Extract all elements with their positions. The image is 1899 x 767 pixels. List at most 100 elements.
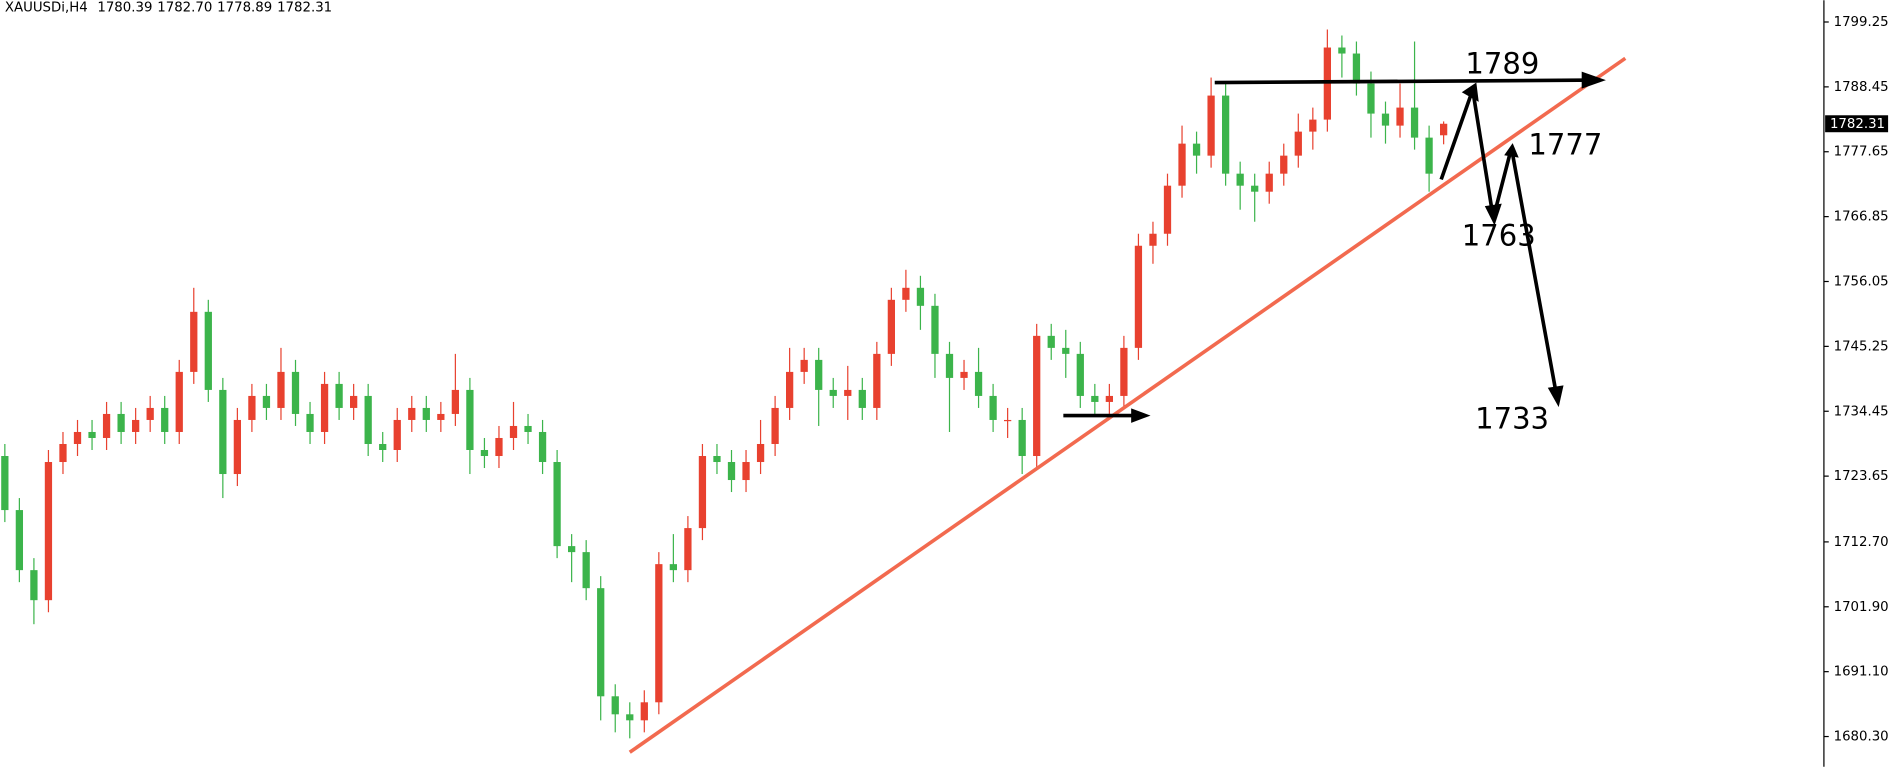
y-tick-label: 1788.45 xyxy=(1834,80,1889,95)
candle-body xyxy=(611,696,619,715)
candle-body xyxy=(1309,119,1317,132)
candle-body xyxy=(1367,83,1375,114)
header-low: 1778.89 xyxy=(217,0,272,15)
arrow-head xyxy=(1581,71,1606,89)
price-badge-label: 1782.31 xyxy=(1830,117,1885,132)
candle-body xyxy=(858,389,866,408)
candle-body xyxy=(73,431,82,444)
candle-body xyxy=(233,419,242,475)
candle-body xyxy=(960,371,968,378)
candle-body xyxy=(277,371,285,408)
candle-body xyxy=(1280,155,1288,174)
y-tick-label: 1756.05 xyxy=(1834,274,1889,289)
candle-body xyxy=(1033,335,1041,457)
resistance-line xyxy=(1214,78,1597,85)
candle-body xyxy=(161,407,169,432)
candle-body xyxy=(727,462,736,481)
candle-body xyxy=(640,702,648,721)
trend-line xyxy=(628,56,1627,754)
candle-body xyxy=(902,287,910,300)
candle-body xyxy=(1091,395,1099,402)
candle-body xyxy=(350,395,358,408)
candle-body xyxy=(1265,173,1273,192)
candle-body xyxy=(306,413,314,432)
candle-body xyxy=(393,419,401,450)
candle-body xyxy=(742,462,750,481)
arrow-head xyxy=(1547,385,1564,408)
price-badge xyxy=(1825,115,1889,133)
y-tick-label: 1723.65 xyxy=(1834,469,1889,484)
header: XAUUSDi,H4 1780.39 1782.70 1778.89 1782.31 xyxy=(5,0,332,15)
annotation: 1733 xyxy=(1475,401,1549,435)
candle-body xyxy=(15,510,24,571)
candle-body xyxy=(916,287,925,306)
y-tick-label: 1799.25 xyxy=(1834,15,1889,30)
candle-body xyxy=(887,299,896,354)
arrow-head xyxy=(1504,143,1519,158)
candle-body xyxy=(88,431,96,438)
candle-body xyxy=(1062,347,1070,354)
candle-body xyxy=(713,456,721,463)
candle-body xyxy=(597,588,605,697)
candle-body xyxy=(59,443,67,463)
candle-body xyxy=(1178,143,1186,186)
candle-body xyxy=(1410,107,1419,138)
candle-body xyxy=(248,395,256,420)
candle-body xyxy=(844,389,852,396)
candle-body xyxy=(320,383,329,432)
candle-body xyxy=(509,425,518,438)
candle-body xyxy=(553,462,561,547)
candle-body xyxy=(466,389,474,450)
candle-body xyxy=(684,528,692,571)
annotation: 1777 xyxy=(1528,128,1602,162)
symbol: XAUUSDi,H4 xyxy=(5,0,88,15)
candle-body xyxy=(1018,419,1026,457)
candle-body xyxy=(364,395,372,444)
candle-body xyxy=(786,371,794,408)
candle-body xyxy=(1352,53,1361,84)
arrow-head xyxy=(1461,82,1479,102)
candle-body xyxy=(1381,113,1390,126)
y-tick-label: 1701.90 xyxy=(1834,600,1889,615)
candle-body xyxy=(30,570,38,601)
candle-body xyxy=(1163,185,1172,234)
candle-body xyxy=(568,546,576,553)
candle-body xyxy=(204,311,212,390)
candle-body xyxy=(219,389,227,475)
candle-body xyxy=(495,437,503,457)
candle-body xyxy=(1134,245,1143,348)
y-tick-label: 1691.10 xyxy=(1834,665,1889,680)
candle-body xyxy=(655,564,663,703)
y-tick-label: 1745.25 xyxy=(1834,339,1889,354)
candle-body xyxy=(262,395,271,408)
candle-body xyxy=(1120,347,1128,396)
candle-body xyxy=(800,359,808,372)
y-tick-label: 1680.30 xyxy=(1834,730,1889,745)
candle-body xyxy=(945,353,954,378)
header-open: 1780.39 xyxy=(97,0,152,15)
candle-body xyxy=(989,395,997,420)
candle-body xyxy=(626,714,634,721)
header-high: 1782.70 xyxy=(157,0,212,15)
arrow-head xyxy=(1131,408,1151,423)
candle-body xyxy=(538,431,547,463)
y-tick-label: 1712.70 xyxy=(1834,535,1889,550)
candle-body xyxy=(815,359,823,390)
candle-body xyxy=(1207,95,1215,156)
annotation: 1763 xyxy=(1462,219,1536,253)
candle-body xyxy=(117,413,125,432)
candle-body xyxy=(582,552,590,589)
candle-body xyxy=(480,449,489,457)
candle-body xyxy=(451,389,460,414)
candle-body xyxy=(931,305,939,354)
candle-body xyxy=(1251,185,1259,192)
candles xyxy=(1,29,1448,739)
arrow-head xyxy=(1484,203,1502,226)
candle-body xyxy=(756,443,765,463)
candle-body xyxy=(190,311,198,372)
y-tick-label: 1766.85 xyxy=(1834,210,1889,225)
candle-body xyxy=(1338,47,1346,54)
candle-body xyxy=(1076,353,1084,396)
candle-body xyxy=(291,371,300,414)
